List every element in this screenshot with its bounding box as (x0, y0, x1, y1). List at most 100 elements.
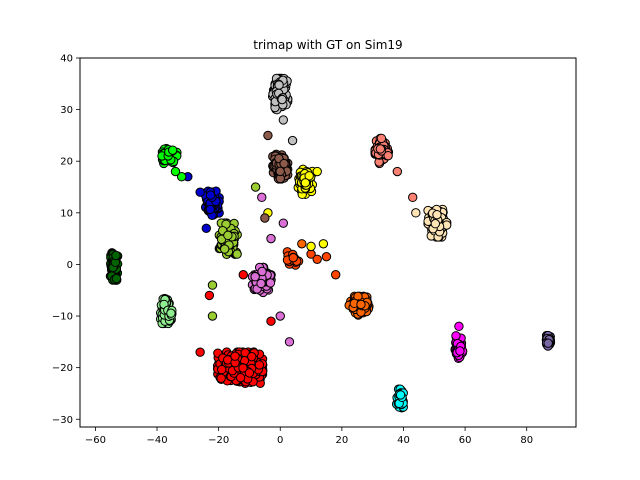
scatter-point-outlier (266, 233, 276, 244)
y-tick-label: 10 (60, 208, 73, 219)
cluster-4 (293, 164, 318, 200)
scatter-point-outlier (312, 254, 322, 264)
scatter-point-outlier (331, 270, 341, 280)
scatter-point-outlier (257, 192, 267, 203)
x-tick-label: 60 (459, 435, 472, 446)
scatter-point-outlier (176, 172, 187, 182)
scatter-point (254, 360, 265, 370)
cluster-2 (370, 133, 394, 169)
scatter-point (451, 331, 461, 341)
scatter-point (288, 252, 298, 263)
cluster-3 (268, 149, 293, 184)
scatter-point (300, 178, 311, 188)
cluster-5 (201, 186, 224, 220)
scatter-point (217, 364, 227, 375)
scatter-point-outlier (284, 337, 295, 347)
scatter-point (275, 166, 285, 177)
scatter-point (430, 219, 441, 229)
cluster-11 (155, 293, 177, 329)
cluster-14 (450, 331, 468, 363)
cluster-13 (213, 347, 268, 388)
scatter-point-outlier (275, 311, 285, 321)
scatter-point (376, 133, 387, 144)
scatter-point (395, 390, 406, 400)
scatter-point (277, 94, 287, 105)
y-tick-label: 20 (60, 157, 73, 168)
scatter-point-outlier (408, 192, 418, 203)
x-tick-label: −20 (208, 435, 229, 446)
x-tick-label: 20 (335, 435, 348, 446)
scatter-point (219, 244, 230, 254)
scatter-point (244, 368, 255, 378)
scatter-point (111, 273, 122, 284)
scatter-point (166, 308, 176, 318)
cluster-8 (105, 248, 123, 285)
scatter-point (247, 351, 257, 362)
scatter-point (167, 145, 178, 155)
scatter-point-outlier (321, 251, 332, 262)
scatter-point (238, 363, 248, 373)
scatter-point-outlier (278, 115, 289, 125)
scatter-point (383, 150, 393, 161)
scatter-point (223, 230, 233, 241)
x-tick-label: 40 (397, 435, 410, 446)
cluster-10 (282, 247, 304, 270)
x-tick-label: 80 (520, 435, 533, 446)
scatter-point (279, 158, 289, 169)
scatter-point-outlier (250, 182, 261, 192)
plot-frame (79, 57, 577, 428)
scatter-point-outlier (263, 130, 273, 141)
scatter-point-outlier (195, 347, 205, 357)
plot-axes: −60 −40 −20 0 20 40 60 80 −30 −20 −10 0 10 20 30 40 (52, 54, 577, 446)
scatter-point (216, 373, 226, 383)
scatter-point-outlier (454, 321, 464, 332)
cluster-7 (214, 218, 242, 259)
scatter-point (111, 250, 121, 261)
scatter-point-outlier (306, 241, 316, 252)
scatter-point-outlier (318, 239, 329, 249)
scatter-point (205, 190, 216, 200)
scatter-points (105, 73, 556, 413)
scatter-point (257, 266, 267, 277)
cluster-9 (247, 262, 276, 298)
scatter-point-outlier (278, 218, 289, 228)
y-tick-label: 40 (60, 54, 73, 65)
scatter-point-outlier (201, 223, 212, 234)
scatter-point-outlier (170, 166, 181, 177)
x-tick-label: −40 (146, 435, 167, 446)
cluster-12 (344, 291, 374, 320)
cluster-15 (541, 330, 556, 351)
y-tick-label: −10 (52, 312, 73, 323)
chart-title: trimap with GT on Sim19 (253, 38, 402, 52)
x-tick-label: 0 (277, 435, 283, 446)
y-tick-label: 30 (60, 105, 73, 116)
scatter-point-outlier (195, 187, 205, 197)
y-tick-label: 0 (67, 260, 73, 271)
cluster-0 (268, 73, 293, 115)
scatter-point-outlier (260, 213, 270, 223)
scatter-point (235, 372, 246, 383)
scatter-point-outlier (232, 249, 242, 259)
scatter-point (230, 351, 240, 361)
scatter-point (356, 299, 366, 310)
y-tick-label: −30 (52, 415, 73, 426)
scatter-point-outlier (312, 166, 322, 177)
scatter-point (265, 278, 276, 288)
y-tick-label: −20 (52, 363, 73, 374)
scatter-point (274, 80, 284, 90)
scatter-point-outlier (297, 239, 307, 249)
scatter-point-outlier (204, 290, 215, 301)
scatter-point (455, 346, 465, 356)
scatter-point (256, 278, 266, 289)
cluster-6 (423, 204, 452, 242)
scatter-point (250, 272, 260, 282)
scatter-point-outlier (411, 208, 421, 218)
cluster-1 (157, 143, 182, 169)
scatter-point (432, 209, 442, 220)
scatter-point-outlier (238, 270, 248, 280)
scatter-point-outlier (266, 316, 276, 326)
scatter-point-outlier (207, 311, 218, 321)
scatter-point-outlier (392, 166, 403, 177)
